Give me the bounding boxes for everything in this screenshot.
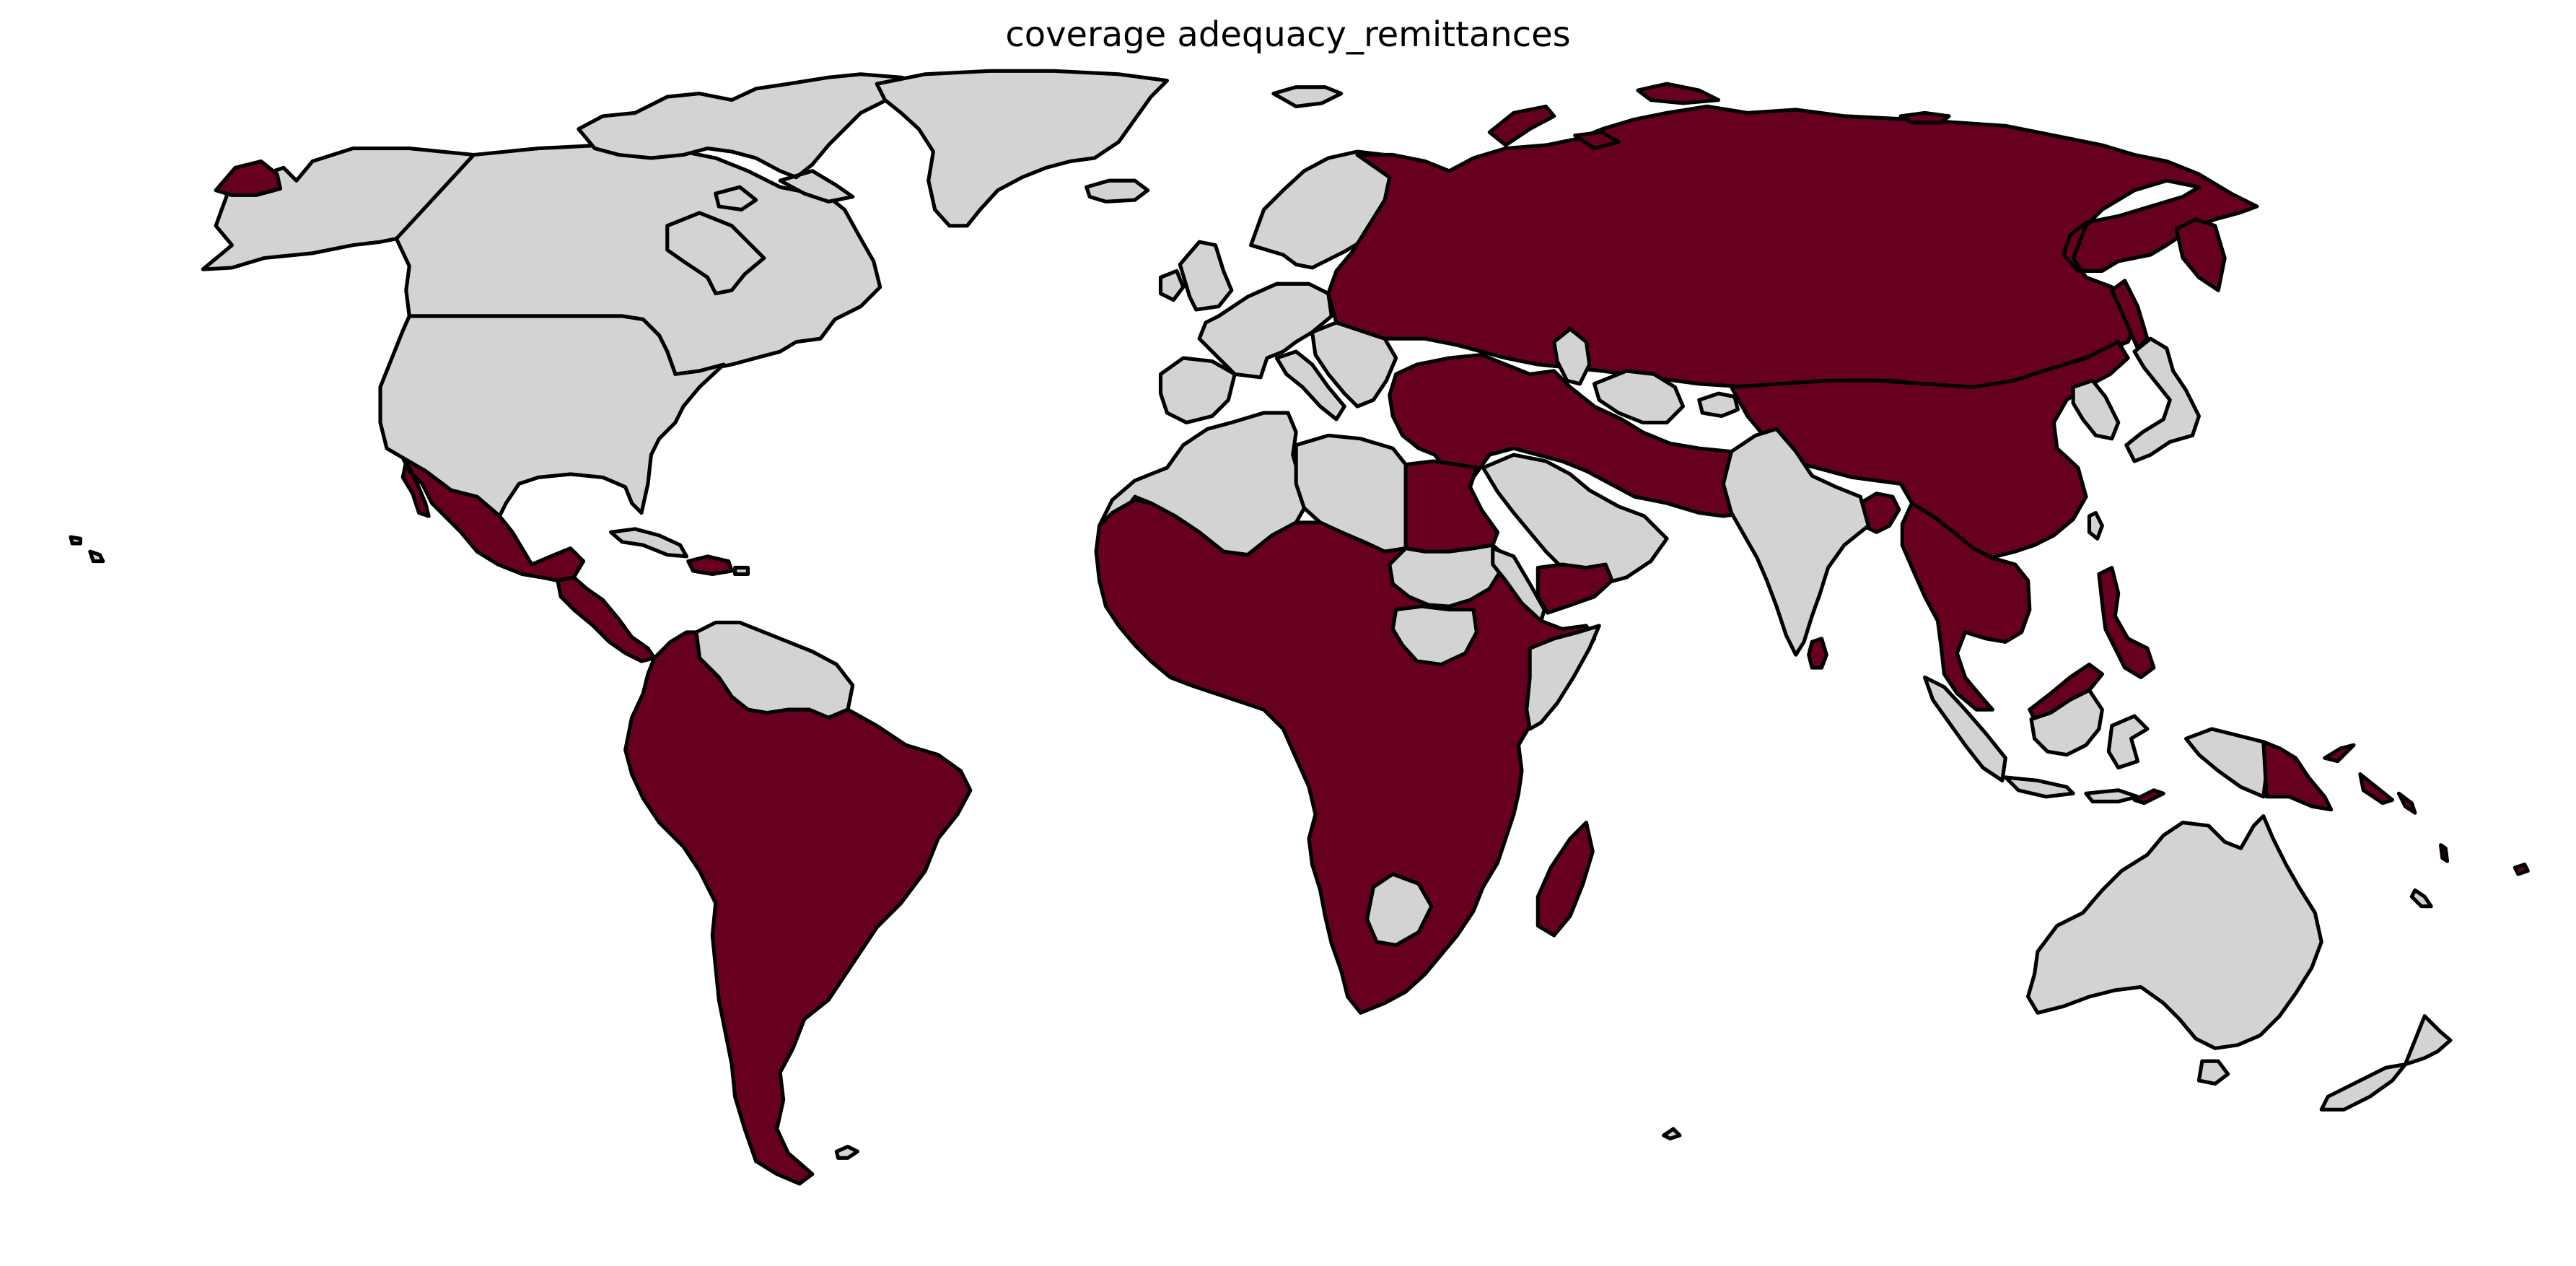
region-australia [2026,814,2323,1050]
region-south-america [623,630,973,1186]
map-title: coverage adequacy_remittances [1005,14,1571,55]
region-borneo-indonesia [2029,688,2104,757]
region-great-britain [1178,240,1234,312]
region-novaya-zemlya [1487,104,1556,147]
region-greenland [875,69,1169,228]
region-western-europe [1197,281,1333,380]
region-china-and-mongolia [1729,340,2130,560]
region-new-zealand [2319,1014,2453,1112]
region-fiji [2513,863,2530,876]
region-caspian-sea [1552,327,1592,386]
region-hawaii [69,535,105,564]
region-puerto-rico [733,565,750,577]
region-new-guinea-indonesia [2183,727,2269,799]
region-sudan [1388,543,1504,608]
region-antarctic-islands [1662,1127,1682,1141]
region-sumatra [1923,675,2007,783]
region-madagascar [1535,820,1595,938]
region-canada [394,143,882,376]
region-timor [2132,788,2165,806]
region-solomon-islands [2358,772,2417,815]
region-chukotka-russia-east-tip [214,159,283,197]
region-sakhalin [2110,279,2150,351]
region-canadian-arctic-islands [577,72,927,212]
region-kamchatka [2174,217,2227,292]
region-ireland [1158,269,1186,302]
region-arctic-islands [1573,82,1951,151]
region-egypt [1403,459,1500,554]
region-united-states [378,314,726,518]
region-falkland-islands [834,1145,859,1160]
region-svalbard [1271,85,1344,109]
region-sri-lanka [1807,637,1828,670]
region-iceland [1085,178,1150,204]
region-eritrea-region [1491,546,1546,623]
region-philippines [2097,565,2156,680]
region-arabian-peninsula [1481,453,1669,586]
region-botswana [1364,872,1434,947]
region-lebanon-region [1697,391,1740,419]
region-southeast-asia [1900,501,2032,712]
region-tasmania [2196,1059,2230,1086]
region-italy [1274,349,1346,422]
region-south-sudan [1390,604,1478,667]
region-iberia [1158,356,1237,424]
region-yemen [1535,562,1614,615]
region-russia-and-central-asia [1326,104,2259,393]
region-somalia [1525,624,1601,731]
land-layer [69,69,2530,1186]
region-japan [2124,336,2202,463]
region-java [2003,775,2140,804]
region-sulawesi [2106,714,2150,770]
region-cuba [608,527,689,559]
region-papua-new-guinea [2261,740,2356,812]
region-vanuatu [2439,843,2450,863]
region-korea [2071,378,2121,441]
region-india [1721,427,1870,657]
region-hispaniola [686,554,734,577]
region-taiwan [2087,510,2104,541]
region-turkmenistan [1592,369,1685,424]
region-central-america [556,575,657,663]
region-new-caledonia [2409,888,2433,909]
